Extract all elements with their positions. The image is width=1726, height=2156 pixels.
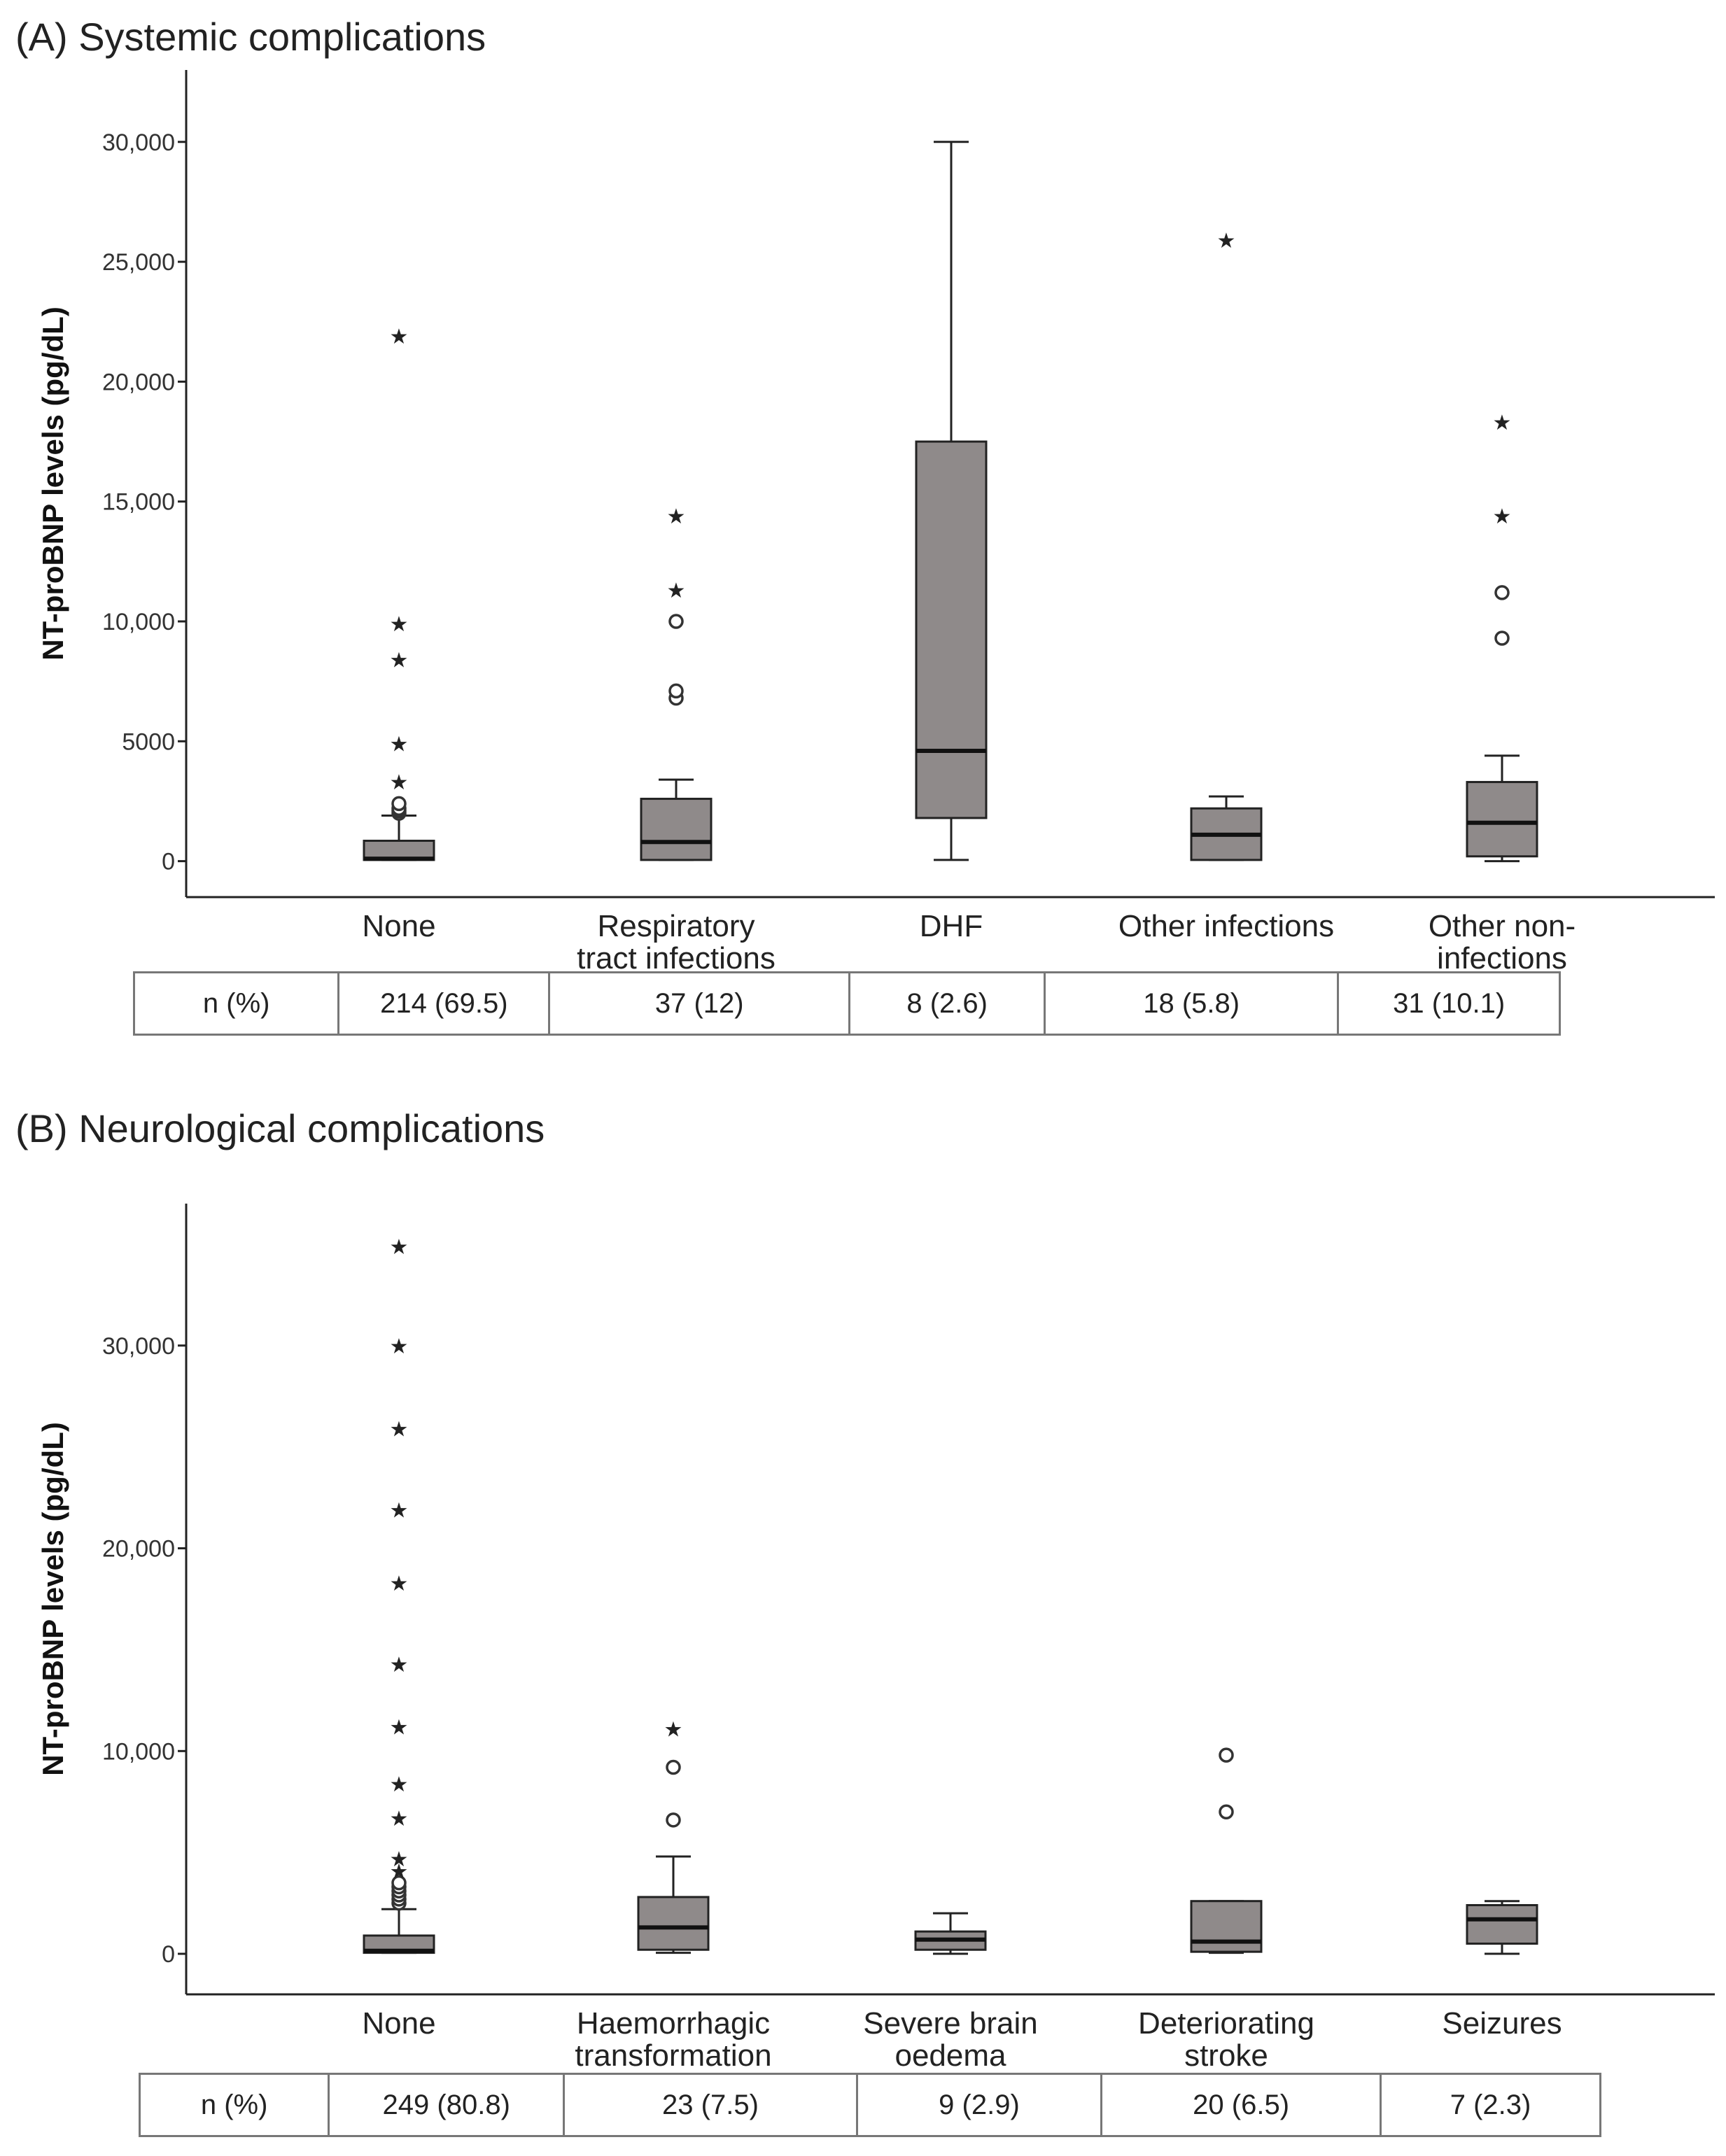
outlier-star: ★ [390, 1773, 409, 1797]
table-cell: 23 (7.5) [563, 2073, 858, 2137]
panel-title: (A) Systemic complications [15, 15, 486, 59]
box-iqr [640, 798, 713, 861]
outlier-star: ★ [390, 612, 409, 637]
table-cell: 31 (10.1) [1337, 971, 1561, 1036]
y-axis-label: NT-proBNP levels (pg/dL) [36, 1422, 69, 1776]
box-iqr [915, 440, 988, 819]
outlier-star: ★ [1493, 505, 1512, 529]
outlier-star: ★ [390, 1807, 409, 1831]
outlier-circle [1494, 630, 1510, 646]
table-cell: 37 (12) [548, 971, 851, 1036]
outlier-circle [391, 1875, 407, 1891]
outlier-star: ★ [667, 579, 686, 603]
outlier-star: ★ [390, 1499, 409, 1523]
table-cell: 7 (2.3) [1380, 2073, 1601, 2137]
y-tick-label: 5000 [122, 728, 175, 755]
y-tick-label: 10,000 [102, 1738, 175, 1765]
box-iqr [1466, 781, 1538, 858]
outlier-star: ★ [390, 1847, 409, 1872]
outlier-circle [666, 1759, 681, 1775]
outlier-star: ★ [1217, 229, 1236, 253]
y-tick-label: 0 [162, 1941, 175, 1968]
outlier-circle [1494, 585, 1510, 600]
x-category-label: Seizures [1442, 2006, 1562, 2041]
outlier-star: ★ [664, 1718, 683, 1742]
outlier-circle [391, 796, 407, 812]
outlier-star: ★ [667, 505, 686, 529]
outlier-circle [668, 683, 684, 699]
x-category-label: infections [1437, 941, 1567, 975]
outlier-circle [666, 1812, 681, 1828]
outlier-star: ★ [390, 648, 409, 672]
x-category-label: Other infections [1118, 909, 1334, 943]
table-cell: 8 (2.6) [848, 971, 1046, 1036]
x-category-label: Haemorrhagic [577, 2006, 770, 2041]
box-iqr [1466, 1904, 1538, 1945]
n-table-systemic: n (%) 214 (69.5) 37 (12) 8 (2.6) 18 (5.8… [132, 971, 1561, 1036]
outlier-star: ★ [390, 1653, 409, 1677]
outlier-circle [668, 614, 684, 629]
table-cell: 20 (6.5) [1100, 2073, 1382, 2137]
y-tick-label: 15,000 [102, 489, 175, 516]
outlier-star: ★ [390, 1418, 409, 1442]
y-axis-label: NT-proBNP levels (pg/dL) [36, 307, 69, 661]
y-tick-label: 0 [162, 849, 175, 875]
y-tick-label: 10,000 [102, 609, 175, 635]
table-header-cell: n (%) [132, 971, 340, 1036]
x-category-label: transformation [575, 2038, 771, 2073]
x-category-label: Respiratory [598, 909, 755, 943]
table-cell: 18 (5.8) [1044, 971, 1340, 1036]
outlier-circle [1219, 1804, 1234, 1819]
x-category-label: stroke [1184, 2038, 1268, 2073]
outlier-star: ★ [390, 1572, 409, 1596]
y-tick-label: 30,000 [102, 1333, 175, 1360]
x-category-label: Severe brain [863, 2006, 1037, 2041]
outlier-star: ★ [390, 1334, 409, 1359]
table-cell: 214 (69.5) [337, 971, 551, 1036]
outlier-star: ★ [1493, 411, 1512, 435]
panel-systemic-complications: (A) Systemic complications 0 5000 10,000 15… [0, 0, 1726, 1050]
outlier-star: ★ [390, 325, 409, 349]
table-cell: 9 (2.9) [855, 2073, 1103, 2137]
x-category-label: Deteriorating [1138, 2006, 1314, 2041]
outlier-star: ★ [390, 732, 409, 756]
y-tick-label: 25,000 [102, 249, 175, 276]
boxplot-neurological: 0 10,000 20,000 30,000 NT-proBNP levels (pg/… [36, 1204, 1715, 2073]
table-row: n (%) 214 (69.5) 37 (12) 8 (2.6) 18 (5.8… [132, 971, 1561, 1036]
table-header-cell: n (%) [138, 2073, 330, 2137]
box-iqr [637, 1896, 710, 1951]
outlier-star: ★ [390, 1235, 409, 1260]
x-category-label: tract infections [577, 941, 776, 975]
table-row: n (%) 249 (80.8) 23 (7.5) 9 (2.9) 20 (6.… [138, 2073, 1601, 2137]
x-category-label: None [362, 909, 435, 943]
y-tick-label: 20,000 [102, 369, 175, 395]
outlier-circle [1219, 1747, 1234, 1763]
panel-title: (B) Neurological complications [15, 1106, 545, 1150]
y-tick-label: 20,000 [102, 1536, 175, 1563]
table-cell: 249 (80.8) [328, 2073, 566, 2137]
x-category-label: oedema [894, 2038, 1006, 2073]
outlier-star: ★ [390, 1859, 409, 1884]
n-table-neurological: n (%) 249 (80.8) 23 (7.5) 9 (2.9) 20 (6.… [138, 2073, 1601, 2137]
outlier-star: ★ [390, 1716, 409, 1740]
x-category-label: Other non- [1429, 909, 1576, 943]
x-category-label: DHF [920, 909, 983, 943]
outlier-star: ★ [390, 770, 409, 795]
box-iqr [1190, 1900, 1263, 1953]
x-category-label: None [362, 2006, 435, 2041]
boxplot-systemic: 0 5000 10,000 15,000 20,000 25,000 30,000 NT-pr… [36, 70, 1715, 975]
y-tick-label: 30,000 [102, 129, 175, 156]
panel-neurological-complications: (B) Neurological complications 0 10,000 20… [0, 1092, 1726, 2156]
